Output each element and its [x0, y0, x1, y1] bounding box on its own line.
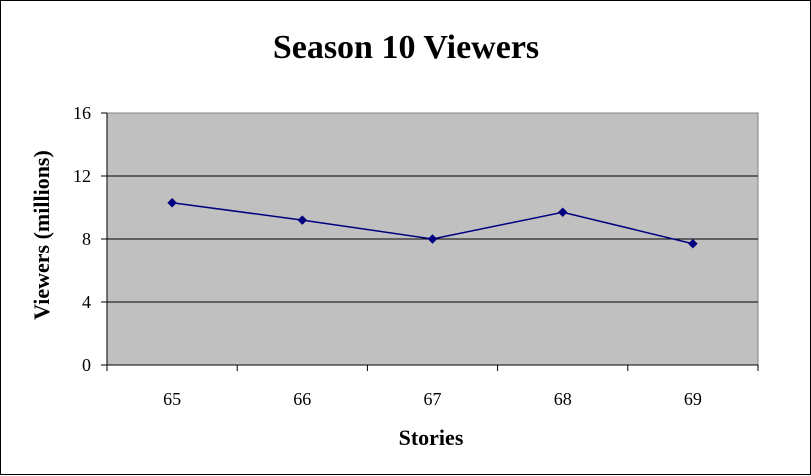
x-tick-label: 68: [554, 389, 572, 409]
data-point: [297, 215, 308, 225]
data-point: [427, 234, 438, 244]
y-tick-label: 8: [82, 229, 91, 249]
x-tick-label: 65: [163, 389, 181, 409]
data-point: [557, 207, 568, 218]
chart-title: Season 10 Viewers: [273, 29, 539, 66]
y-axis: 0 4 8 12 16: [73, 103, 108, 375]
x-tick-label: 66: [293, 389, 311, 409]
y-tick-label: 12: [73, 166, 91, 186]
data-point: [167, 197, 177, 208]
data-point: [688, 238, 698, 249]
x-tick-label: 69: [684, 389, 702, 409]
y-tick-label: 4: [82, 292, 91, 312]
y-tick-label: 0: [82, 355, 91, 375]
x-axis: 65 66 67 68 69: [106, 364, 759, 409]
x-axis-title: Stories: [399, 425, 464, 450]
series-viewers: [167, 197, 698, 249]
y-tick-label: 16: [73, 103, 91, 123]
x-tick-label: 67: [424, 389, 442, 409]
y-axis-title: Viewers (millions): [29, 150, 54, 320]
